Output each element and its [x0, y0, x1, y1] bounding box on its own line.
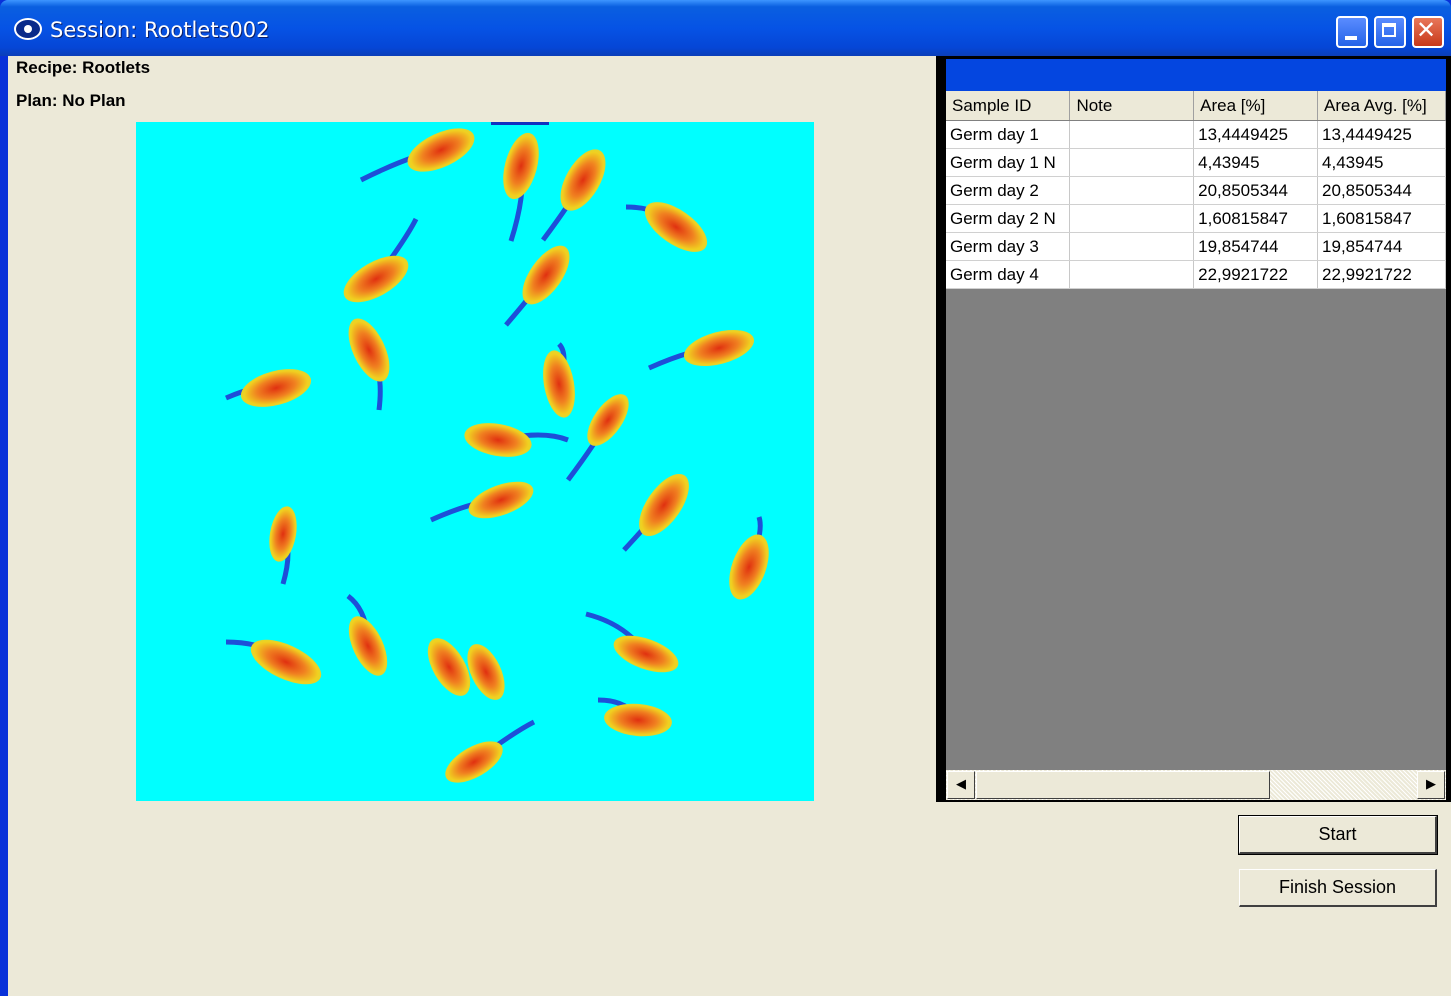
arrow-left-icon: ◀ [956, 777, 966, 792]
grain [407, 128, 475, 172]
cell-area-avg[interactable]: 20,8505344 [1317, 176, 1446, 205]
cell-note[interactable] [1069, 176, 1195, 205]
horizontal-scrollbar[interactable]: ◀ ▶ [946, 770, 1446, 800]
cell-sample-id[interactable]: Germ day 4 [946, 260, 1071, 289]
close-button[interactable]: ✕ [1412, 16, 1444, 48]
table-row[interactable]: Germ day 1 13,4449425 13,4449425 [946, 120, 1446, 149]
column-header-area[interactable]: Area [%] [1193, 91, 1319, 121]
grain [644, 202, 708, 252]
cell-note[interactable] [1069, 260, 1195, 289]
rootlets-image [225, 122, 769, 783]
scroll-thumb[interactable] [976, 771, 1270, 799]
grid-caption-bar [946, 59, 1446, 91]
eye-icon[interactable] [14, 18, 42, 40]
grain [250, 639, 322, 685]
column-header-sample-id[interactable]: Sample ID [946, 91, 1071, 121]
grain [467, 644, 505, 700]
table-row[interactable]: Germ day 2 20,8505344 20,8505344 [946, 176, 1446, 205]
grain [343, 255, 409, 303]
cell-area-avg[interactable]: 19,854744 [1317, 232, 1446, 261]
cell-sample-id[interactable]: Germ day 2 N [946, 204, 1071, 233]
results-table: Sample ID Note Area [%] Area Avg. [%] Ge… [946, 91, 1446, 289]
grain [348, 318, 390, 382]
cell-note[interactable] [1069, 120, 1195, 149]
table-row[interactable]: Germ day 4 22,9921722 22,9921722 [946, 260, 1446, 289]
cell-area[interactable]: 22,9921722 [1193, 260, 1319, 289]
finish-session-button[interactable]: Finish Session [1239, 869, 1437, 907]
window-title: Session: Rootlets002 [50, 18, 270, 42]
column-header-note[interactable]: Note [1069, 91, 1195, 121]
cell-area-avg[interactable]: 4,43945 [1317, 148, 1446, 177]
results-grid[interactable]: Sample ID Note Area [%] Area Avg. [%] Ge… [946, 91, 1446, 771]
cell-sample-id[interactable]: Germ day 1 [946, 120, 1071, 149]
grain [683, 329, 755, 367]
cell-sample-id[interactable]: Germ day 3 [946, 232, 1071, 261]
client-area: Recipe: Rootlets Plan: No Plan [8, 56, 1451, 996]
cell-area[interactable]: 1,60815847 [1193, 204, 1319, 233]
grain [427, 638, 471, 696]
arrow-right-icon: ▶ [1426, 777, 1436, 792]
minimize-button[interactable] [1336, 16, 1368, 48]
start-button[interactable]: Start [1238, 815, 1438, 855]
grain [729, 534, 769, 600]
cell-sample-id[interactable]: Germ day 2 [946, 176, 1071, 205]
scroll-right-button[interactable]: ▶ [1417, 771, 1445, 799]
table-row[interactable]: Germ day 1 N 4,43945 4,43945 [946, 148, 1446, 177]
scroll-left-button[interactable]: ◀ [947, 771, 975, 799]
plan-label: Plan: No Plan [16, 91, 126, 110]
cell-note[interactable] [1069, 148, 1195, 177]
cell-area-avg[interactable]: 13,4449425 [1317, 120, 1446, 149]
table-row[interactable]: Germ day 3 19,854744 19,854744 [946, 232, 1446, 261]
cell-area-avg[interactable]: 1,60815847 [1317, 204, 1446, 233]
grain [604, 703, 672, 737]
results-panel: Sample ID Note Area [%] Area Avg. [%] Ge… [936, 56, 1451, 802]
cell-area[interactable]: 19,854744 [1193, 232, 1319, 261]
close-icon: ✕ [1416, 16, 1437, 44]
cell-area-avg[interactable]: 22,9921722 [1317, 260, 1446, 289]
grain [639, 473, 689, 537]
grain [468, 481, 534, 519]
analysis-image[interactable] [136, 122, 814, 801]
cell-area[interactable]: 4,43945 [1193, 148, 1319, 177]
grain [543, 350, 575, 418]
cell-sample-id[interactable]: Germ day 1 N [946, 148, 1071, 177]
cell-area[interactable]: 20,8505344 [1193, 176, 1319, 205]
grain [522, 245, 570, 305]
grain [587, 394, 629, 446]
recipe-label: Recipe: Rootlets [16, 58, 151, 77]
cell-note[interactable] [1069, 232, 1195, 261]
cell-note[interactable] [1069, 204, 1195, 233]
grain [445, 741, 503, 783]
table-header-row: Sample ID Note Area [%] Area Avg. [%] [946, 91, 1446, 121]
grain [613, 635, 679, 673]
title-bar[interactable]: Session: Rootlets002 ✕ [0, 0, 1451, 56]
grain [348, 616, 388, 676]
table-row[interactable]: Germ day 2 N 1,60815847 1,60815847 [946, 204, 1446, 233]
maximize-button[interactable] [1374, 16, 1406, 48]
grain [464, 423, 532, 457]
grain [560, 149, 606, 211]
column-header-area-avg[interactable]: Area Avg. [%] [1317, 91, 1446, 121]
grain [503, 132, 539, 200]
cell-area[interactable]: 13,4449425 [1193, 120, 1319, 149]
grain [240, 369, 312, 407]
grain [269, 506, 297, 562]
